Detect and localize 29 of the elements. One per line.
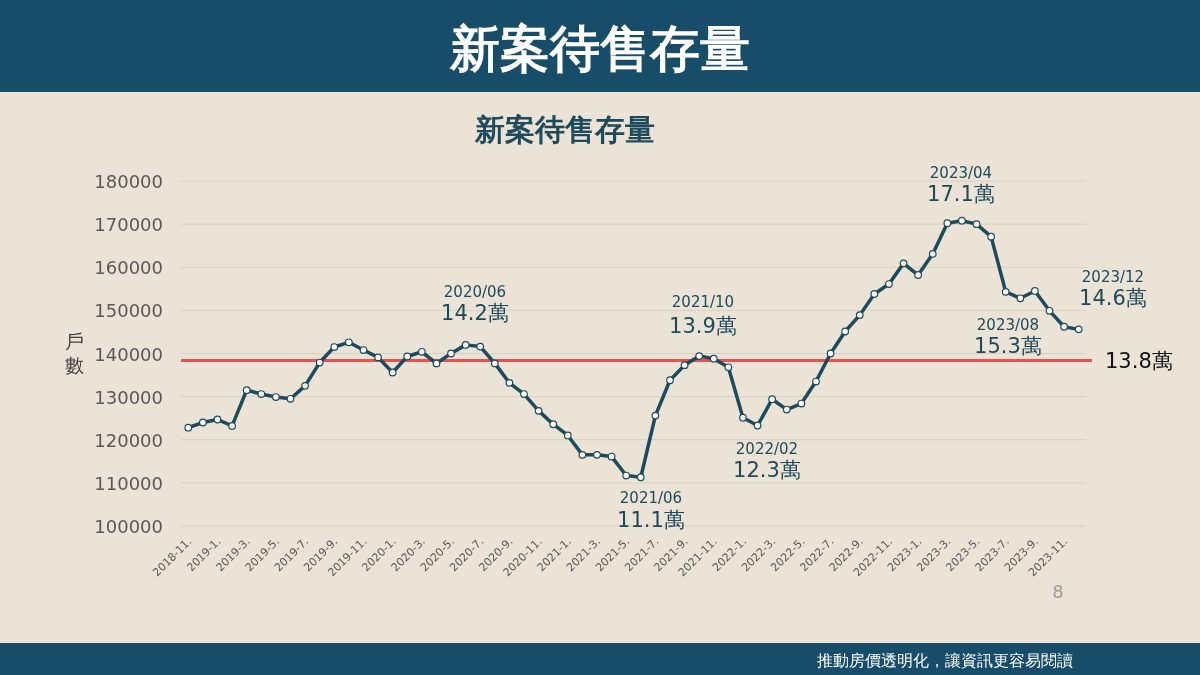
y-tick-label: 100000	[94, 516, 163, 537]
annotation: 2021/06	[619, 489, 683, 507]
chart-subtitle: 新案待售存量	[474, 112, 655, 147]
annotation: 14.2萬	[441, 301, 509, 325]
y-tick-label: 180000	[94, 171, 163, 192]
y-tick-label: 170000	[94, 214, 163, 236]
y-tick-label: 160000	[94, 257, 163, 279]
annotation: 2021/10	[671, 293, 735, 311]
chart-title: 新案待售存量	[449, 20, 750, 78]
annotation: 2023/04	[929, 164, 993, 182]
y-tick-label: 150000	[94, 300, 163, 322]
text: 推動房價透明化，讓資訊更容易閱讀	[817, 651, 1073, 670]
y-tick-label: 120000	[94, 429, 163, 451]
annotation: 2023/08	[976, 316, 1040, 334]
annotation: 15.3萬	[974, 334, 1042, 358]
ref-line-label: 13.8萬	[1105, 349, 1173, 374]
text: 8	[1052, 581, 1064, 602]
annotation: 2020/06	[443, 283, 507, 301]
y-tick-label: 140000	[94, 343, 163, 365]
annotation: 2022/02	[735, 440, 799, 458]
annotation: 11.1萬	[617, 508, 685, 532]
y-tick-label: 110000	[94, 472, 163, 494]
annotation: 14.6萬	[1079, 286, 1147, 310]
annotation: 12.3萬	[733, 458, 801, 482]
annotation: 17.1萬	[927, 182, 995, 206]
y-tick-label: 130000	[94, 386, 163, 408]
annotation: 13.9萬	[669, 314, 737, 338]
annotation: 2023/12	[1081, 268, 1145, 286]
y-axis-title: 戶數	[64, 330, 84, 376]
